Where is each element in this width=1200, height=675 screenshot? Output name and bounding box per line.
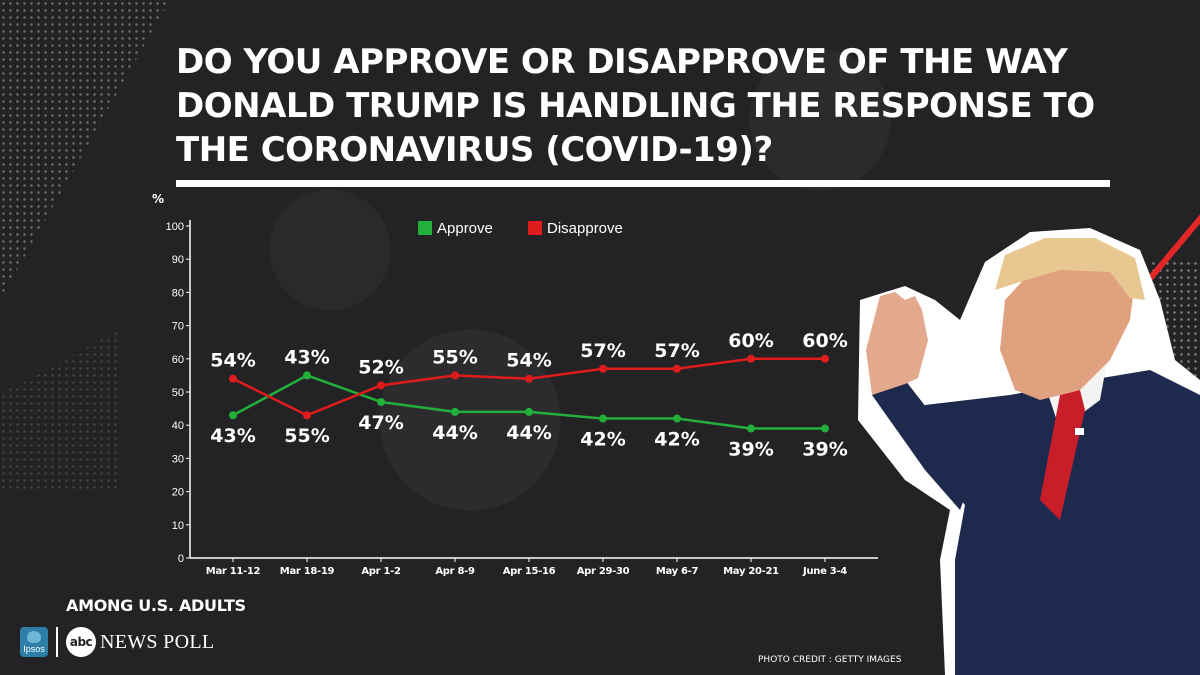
legend-swatch-disapprove <box>528 221 542 235</box>
data-label-disapprove: 60% <box>802 330 847 352</box>
data-point-approve <box>451 407 459 416</box>
data-label-disapprove: 55% <box>284 425 329 447</box>
news-poll-label: NEWS POLL <box>100 630 215 653</box>
logo-row: Ipsos abc NEWS POLL <box>20 626 214 658</box>
data-point-approve <box>229 411 237 420</box>
data-label-approve: 39% <box>802 439 847 461</box>
y-axis-label: % <box>152 192 164 206</box>
y-tick-label: 70 <box>172 321 184 333</box>
data-point-approve <box>821 424 829 433</box>
data-label-approve: 43% <box>210 425 255 447</box>
data-point-approve <box>599 414 607 423</box>
y-tick-label: 100 <box>166 221 184 233</box>
data-label-disapprove: 52% <box>358 356 403 378</box>
data-point-approve <box>747 424 755 433</box>
chart-axes: % 0 10 20 30 40 50 60 70 80 90 100 Mar 11-12 Mar 18-1… <box>152 192 878 577</box>
x-tick-label: Mar 11-12 <box>206 566 261 577</box>
y-tick-label: 20 <box>172 487 184 499</box>
data-label-approve: 39% <box>728 439 773 461</box>
data-label-disapprove: 57% <box>580 340 625 362</box>
ipsos-logo: Ipsos <box>20 627 48 657</box>
x-tick-label: May 6-7 <box>656 566 699 577</box>
y-tick-label: 50 <box>172 387 184 399</box>
data-label-disapprove: 55% <box>432 346 477 368</box>
y-tick-label: 90 <box>172 254 184 266</box>
y-tick-label: 30 <box>172 453 184 465</box>
logo-separator <box>56 627 58 657</box>
legend-label-approve: Approve <box>437 220 493 237</box>
data-point-disapprove <box>303 411 311 420</box>
data-label-approve: 44% <box>432 422 477 444</box>
y-tick-label: 80 <box>172 287 184 299</box>
y-tick-label: 10 <box>172 520 184 532</box>
ipsos-label: Ipsos <box>23 644 45 654</box>
data-point-approve <box>673 414 681 423</box>
data-point-approve <box>525 407 533 416</box>
data-label-approve: 42% <box>654 429 699 451</box>
x-tick-label: June 3-4 <box>802 566 847 577</box>
y-tick-label: 40 <box>172 420 184 432</box>
chart-title: DO YOU APPROVE OR DISAPPROVE OF THE WAY … <box>176 42 1095 170</box>
data-point-disapprove <box>229 374 237 383</box>
data-point-disapprove <box>451 371 459 380</box>
data-label-approve: 44% <box>506 422 551 444</box>
legend-label-disapprove: Disapprove <box>547 220 623 237</box>
data-label-approve: 42% <box>580 429 625 451</box>
data-point-disapprove <box>599 364 607 373</box>
chart-legend: Approve Disapprove <box>418 220 623 237</box>
y-tick-label: 0 <box>178 553 184 565</box>
data-label-disapprove: 54% <box>210 350 255 372</box>
x-tick-label: May 20-21 <box>723 566 779 577</box>
data-point-disapprove <box>747 354 755 363</box>
photo-credit: PHOTO CREDIT : GETTY IMAGES <box>758 655 902 665</box>
abc-logo: abc <box>66 627 96 657</box>
x-tick-label: Apr 8-9 <box>435 566 475 577</box>
y-tick-label: 60 <box>172 354 184 366</box>
x-tick-label: Apr 29-30 <box>577 566 630 577</box>
data-point-approve <box>377 397 385 406</box>
population-note: AMONG U.S. ADULTS <box>66 596 246 615</box>
data-point-disapprove <box>673 364 681 373</box>
data-label-disapprove: 57% <box>654 340 699 362</box>
data-label-approve: 47% <box>358 412 403 434</box>
data-label-disapprove: 54% <box>506 350 551 372</box>
data-point-disapprove <box>525 374 533 383</box>
x-tick-label: Apr 15-16 <box>503 566 556 577</box>
data-label-disapprove: 60% <box>728 330 773 352</box>
legend-swatch-approve <box>418 221 432 235</box>
data-point-disapprove <box>821 354 829 363</box>
x-tick-label: Apr 1-2 <box>361 566 401 577</box>
data-point-disapprove <box>377 381 385 390</box>
x-tick-label: Mar 18-19 <box>280 566 335 577</box>
data-label-approve: 43% <box>284 346 329 368</box>
title-divider <box>176 180 1110 187</box>
data-point-approve <box>303 371 311 380</box>
chart-series: 54% 43% 43% 55% 52% 47% 55% 44% 54% 44% 57% 42% 57% 4… <box>210 330 847 461</box>
